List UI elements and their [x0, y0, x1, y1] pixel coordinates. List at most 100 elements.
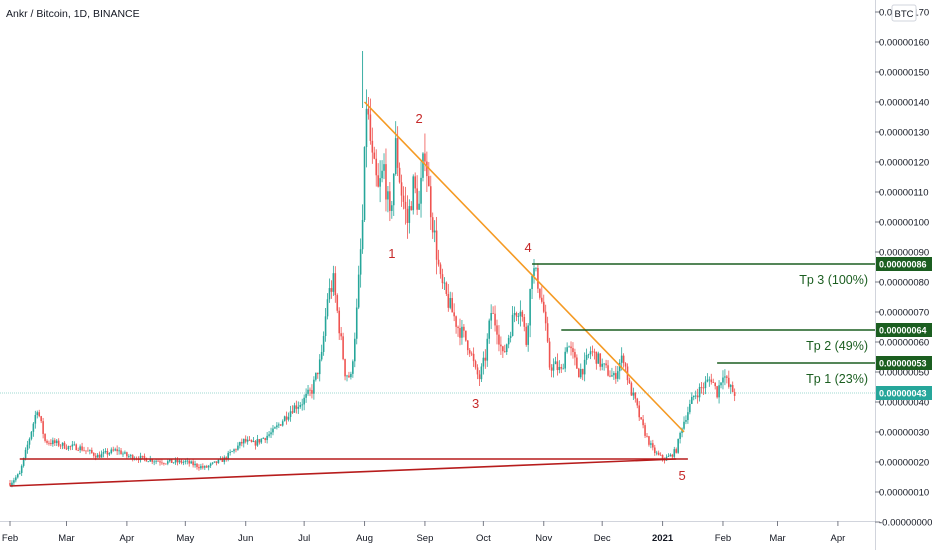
candle-body	[706, 379, 709, 382]
candle-body	[116, 449, 118, 452]
candle-body	[523, 316, 526, 327]
candle-body	[698, 386, 701, 398]
candle-body	[517, 316, 520, 317]
x-tick-label: Aug	[356, 533, 373, 544]
candle-body	[227, 452, 229, 460]
candle-body	[147, 461, 150, 463]
y-tick-label: 0.00000100	[879, 218, 929, 229]
target-price-tag-label: 0.00000064	[879, 326, 927, 336]
candle-body	[126, 452, 128, 457]
candle-body	[620, 355, 623, 363]
candle-body	[581, 369, 584, 375]
candle-body	[262, 438, 265, 439]
y-tick-label: 0.00000140	[879, 98, 929, 109]
candle-body	[459, 328, 461, 338]
candle-body	[373, 152, 376, 159]
candle-body	[650, 443, 652, 445]
candle-body	[289, 411, 292, 417]
candle-body	[424, 153, 426, 162]
candle-body	[334, 273, 337, 296]
candle-body	[149, 459, 152, 462]
candle-body	[65, 448, 68, 450]
candle-body	[211, 462, 214, 464]
candle-body	[716, 386, 718, 398]
target-price-tag-label: 0.00000053	[879, 359, 927, 369]
candle-body	[700, 386, 703, 388]
candle-body	[55, 440, 58, 444]
candle-body	[213, 461, 216, 463]
candle-body	[616, 371, 619, 379]
candle-body	[484, 357, 487, 361]
wave-label-1: 1	[388, 246, 395, 261]
candle-body	[480, 366, 483, 380]
candle-body	[630, 383, 633, 396]
trendline-descending-resistance	[363, 101, 685, 433]
candle-body	[599, 353, 602, 367]
candle-body	[644, 425, 646, 436]
target-label: Tp 2 (49%)	[806, 339, 868, 353]
candle-body	[550, 367, 553, 371]
candle-body	[330, 288, 333, 292]
candle-body	[355, 307, 358, 339]
candle-body	[316, 372, 319, 375]
candle-body	[340, 333, 342, 337]
candle-body	[576, 357, 578, 369]
currency-badge[interactable]: BTC	[891, 4, 917, 22]
candle-body	[13, 480, 15, 483]
candle-body	[176, 459, 179, 463]
candle-body	[624, 363, 627, 367]
candle-body	[338, 310, 341, 334]
candle-body	[85, 450, 87, 452]
candle-body	[352, 361, 354, 374]
candle-body	[67, 446, 70, 450]
candle-body	[472, 353, 475, 362]
x-tick-label: Dec	[594, 533, 611, 544]
plot-area[interactable]	[0, 0, 875, 521]
price-axis[interactable]: 0.000001700.000001600.000001500.00000140…	[875, 8, 932, 529]
candle-body	[490, 313, 492, 321]
candle-body	[470, 353, 473, 355]
candle-body	[400, 182, 403, 196]
candle-body	[131, 455, 134, 460]
candle-body	[554, 361, 557, 365]
candle-body	[328, 288, 331, 300]
candle-body	[449, 298, 452, 308]
target-label: Tp 3 (100%)	[799, 273, 868, 287]
candle-body	[63, 442, 66, 449]
candle-body	[375, 158, 378, 176]
candle-body	[669, 454, 672, 457]
candle-body	[492, 313, 494, 314]
candle-body	[209, 463, 212, 466]
candle-body	[350, 373, 352, 378]
candle-body	[498, 334, 500, 345]
x-tick-label: Nov	[535, 533, 552, 544]
candle-body	[722, 377, 724, 383]
candle-body	[139, 455, 142, 461]
candle-body	[406, 208, 409, 223]
candle-body	[258, 439, 261, 443]
candle-body	[168, 459, 171, 462]
candle-body	[157, 460, 159, 462]
time-axis[interactable]: Feb Mar Apr May Jun Jul Aug Sep Oct Nov Dec 2021 Feb…	[2, 521, 845, 544]
candle-body	[357, 274, 360, 308]
candle-body	[402, 195, 405, 202]
candle-body	[679, 432, 681, 439]
candle-body	[40, 416, 42, 422]
candle-body	[106, 450, 109, 455]
y-tick-label: -0.00000000	[879, 518, 932, 529]
candle-body	[293, 405, 296, 413]
candle-body	[353, 338, 356, 362]
candle-body	[607, 365, 609, 376]
candle-body	[622, 355, 625, 364]
candle-body	[342, 336, 344, 360]
candle-body	[578, 368, 580, 378]
candle-body	[186, 460, 189, 462]
candle-body	[613, 373, 615, 376]
candle-body	[410, 206, 413, 211]
candle-body	[229, 452, 231, 453]
candle-body	[539, 288, 541, 298]
candle-body	[57, 440, 60, 446]
candles	[9, 51, 736, 488]
trendlines	[9, 101, 688, 487]
